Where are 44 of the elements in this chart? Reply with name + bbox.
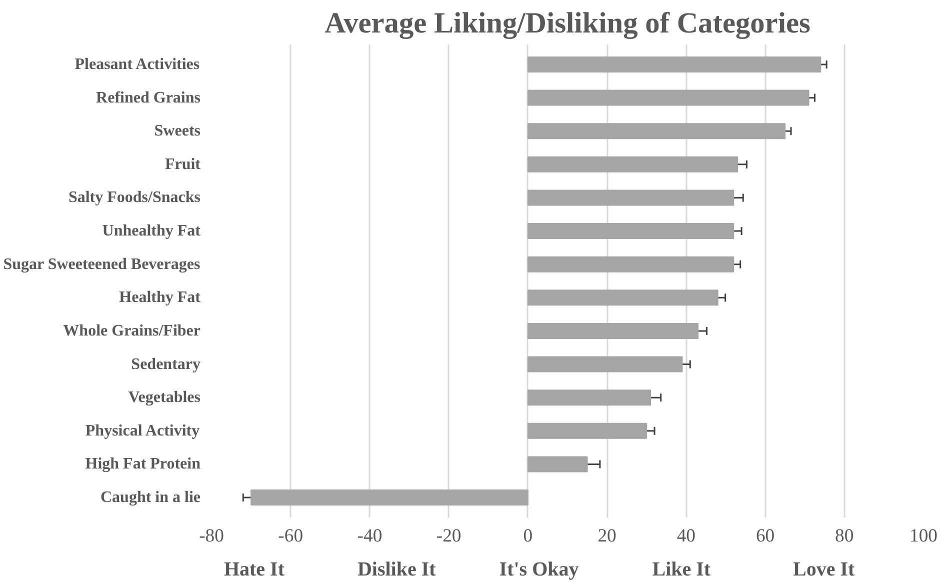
y-tick-label: Vegetables <box>128 389 201 406</box>
x-tick-label: 20 <box>598 526 616 546</box>
text: Hate It <box>224 558 285 580</box>
chart-title: Average Liking/Disliking of Categories <box>324 8 810 40</box>
bar <box>527 223 734 240</box>
x-tick-label: 100 <box>910 526 938 546</box>
y-tick-label: High Fat Protein <box>85 456 201 473</box>
y-tick-label: Pleasant Activities <box>74 56 200 73</box>
text: Like It <box>652 558 711 580</box>
x-tick-label: -40 <box>357 526 382 546</box>
y-tick-label: Refined Grains <box>96 89 201 106</box>
bar <box>527 190 734 206</box>
x-tick-label: 80 <box>835 526 854 546</box>
bar <box>527 422 648 439</box>
x-tick-label: 40 <box>676 526 696 546</box>
text: Love It <box>792 558 855 580</box>
bar <box>527 390 652 406</box>
y-tick-label: Healthy Fat <box>119 289 202 306</box>
x-tick-label: 0 <box>523 526 533 546</box>
y-tick-label: Sweets <box>154 122 201 140</box>
bar <box>527 356 683 372</box>
y-tick-label: Sugar Sweeteened Beverages <box>3 256 200 273</box>
x-tick-label: -20 <box>436 526 462 546</box>
y-tick-label: Sedentary <box>131 356 200 373</box>
bar <box>527 156 738 172</box>
bar <box>527 123 786 140</box>
bar <box>527 290 718 306</box>
text: It's Okay <box>499 558 579 580</box>
bar <box>527 256 734 272</box>
text: Dislike It <box>357 558 436 580</box>
y-tick-label: Whole Grains/Fiber <box>63 322 200 340</box>
x-tick-label: -80 <box>199 526 224 546</box>
bar <box>527 90 810 106</box>
x-tick-label: 60 <box>756 526 775 546</box>
x-tick-label: -60 <box>278 526 304 546</box>
y-tick-label: Physical Activity <box>85 422 200 440</box>
bar <box>527 322 699 339</box>
y-tick-label: Unhealthy Fat <box>102 222 202 240</box>
bar <box>527 56 822 72</box>
y-tick-label: Salty Foods/Snacks <box>68 189 201 206</box>
y-tick-label: Fruit <box>164 156 202 173</box>
y-tick-label: Caught in a lie <box>100 489 200 506</box>
bar <box>527 456 588 472</box>
bar <box>250 490 528 506</box>
